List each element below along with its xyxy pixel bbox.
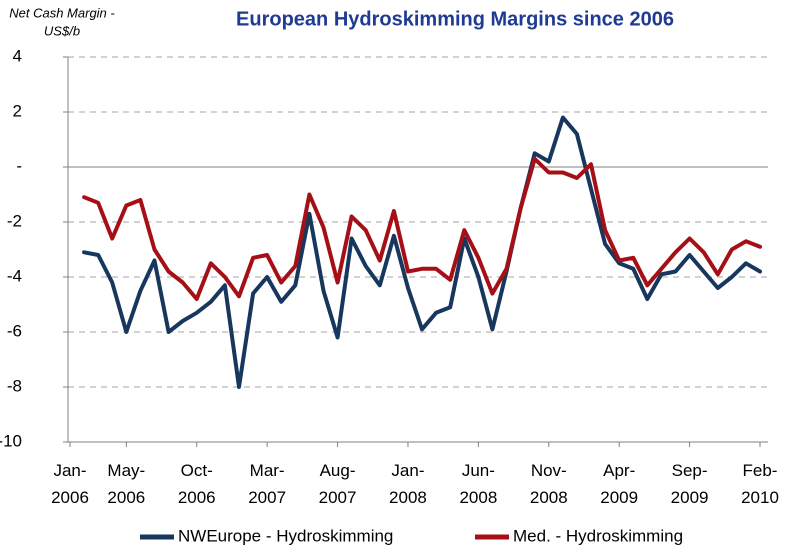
x-tick-label-line: Feb- bbox=[743, 461, 778, 480]
x-tick-label-line: 2008 bbox=[530, 488, 568, 507]
x-tick-label: Aug- 2007 bbox=[319, 461, 357, 507]
x-tick-label-line: 2009 bbox=[671, 488, 709, 507]
x-tick-label-line: 2007 bbox=[248, 488, 286, 507]
y-tick-label: 2 bbox=[13, 101, 22, 120]
legend-label: Med. - Hydroskimming bbox=[513, 526, 683, 545]
legend-label: NWEurope - Hydroskimming bbox=[178, 526, 393, 545]
y-tick-label: -8 bbox=[7, 376, 22, 395]
x-tick-label: Oct- 2006 bbox=[178, 461, 216, 507]
x-tick-label: Jan- 2006 bbox=[51, 461, 89, 507]
x-tick-label: Sep- 2009 bbox=[671, 461, 709, 507]
series-line bbox=[82, 156, 762, 301]
x-tick-label-line: Sep- bbox=[672, 461, 708, 480]
x-tick-label-line: Aug- bbox=[320, 461, 356, 480]
x-tick-label-line: 2009 bbox=[600, 488, 638, 507]
x-tick-label-line: 2007 bbox=[319, 488, 357, 507]
x-tick-label-line: 2010 bbox=[741, 488, 779, 507]
y-tick-label: -10 bbox=[0, 431, 22, 450]
x-tick-label: Jan- 2008 bbox=[389, 461, 427, 507]
x-tick-label-line: Nov- bbox=[531, 461, 567, 480]
x-tick-label-line: 2006 bbox=[51, 488, 89, 507]
x-tick-label: Feb- 2010 bbox=[741, 461, 779, 507]
x-tick-label: Mar- 2007 bbox=[248, 461, 286, 507]
x-tick-label: Jun- 2008 bbox=[459, 461, 497, 507]
x-tick-label-line: May- bbox=[107, 461, 145, 480]
y-tick-label: -6 bbox=[7, 321, 22, 340]
x-tick-label-line: Mar- bbox=[250, 461, 285, 480]
x-tick-label-line: 2006 bbox=[178, 488, 216, 507]
y-tick-label: 4 bbox=[13, 46, 22, 65]
x-tick-label: Apr- 2009 bbox=[600, 461, 638, 507]
x-tick-label-line: Jun- bbox=[462, 461, 495, 480]
x-tick-label-line: 2008 bbox=[459, 488, 497, 507]
x-tick-label-line: Apr- bbox=[603, 461, 635, 480]
y-tick-label: -2 bbox=[7, 211, 22, 230]
x-tick-label: Nov- 2008 bbox=[530, 461, 568, 507]
series-line bbox=[82, 115, 762, 389]
x-tick-label-line: 2008 bbox=[389, 488, 427, 507]
x-tick-label-line: Oct- bbox=[181, 461, 213, 480]
y-axis-label: US$/b bbox=[44, 23, 80, 38]
y-tick-label: - bbox=[16, 156, 22, 175]
x-tick-label-line: Jan- bbox=[53, 461, 86, 480]
x-tick-label-line: 2006 bbox=[107, 488, 145, 507]
x-tick-label-line: Jan- bbox=[391, 461, 424, 480]
y-axis-label: Net Cash Margin - bbox=[9, 5, 115, 20]
y-tick-label: -4 bbox=[7, 266, 22, 285]
x-tick-label: May- 2006 bbox=[107, 461, 145, 507]
chart-title: European Hydroskimming Margins since 200… bbox=[236, 8, 674, 30]
